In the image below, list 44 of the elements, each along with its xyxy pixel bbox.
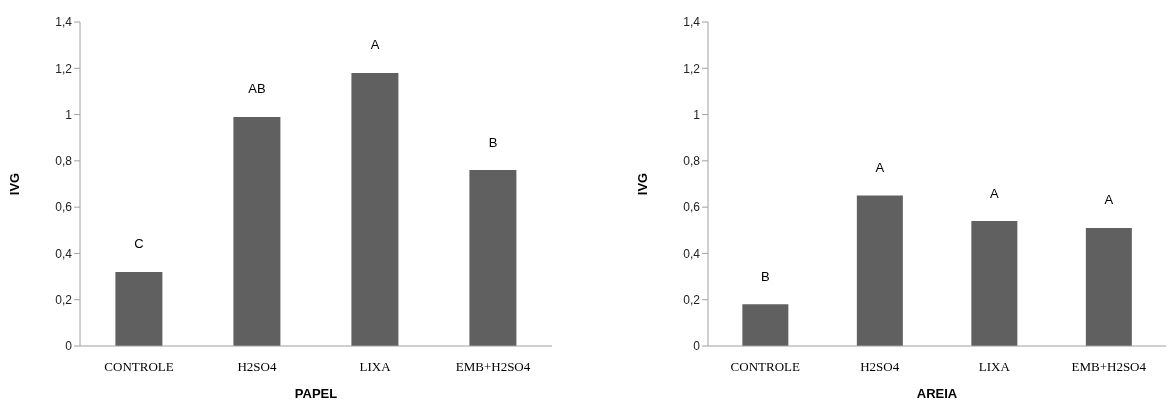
y-tick-label: 0 <box>693 339 701 354</box>
y-axis-title: IVG <box>634 172 650 196</box>
x-tick-label: LIXA <box>359 359 392 375</box>
annotation: A <box>875 160 885 176</box>
bar <box>1085 227 1132 346</box>
bar <box>351 72 399 346</box>
y-tick-label: 0,2 <box>683 292 701 307</box>
y-tick-label: 0,2 <box>55 292 73 307</box>
y-tick-label: 1,4 <box>55 15 73 30</box>
y-tick-label: 1,2 <box>55 61 73 76</box>
y-tick-label: 0 <box>65 339 73 354</box>
y-tick-label: 0,6 <box>683 200 701 215</box>
y-tick-label: 0,8 <box>683 154 701 169</box>
bar <box>233 116 281 346</box>
x-tick-label: EMB+H2SO4 <box>1071 359 1147 375</box>
y-tick-label: 1 <box>693 107 701 122</box>
x-tick-label: H2SO4 <box>860 359 900 375</box>
y-tick-label: 0,4 <box>55 246 73 261</box>
bar <box>115 271 163 346</box>
bar <box>856 195 903 346</box>
x-axis-title: PAPEL <box>294 386 338 401</box>
y-tick-label: 0,4 <box>683 246 701 261</box>
x-tick-label: H2SO4 <box>237 359 277 375</box>
x-tick-label: CONTROLE <box>104 359 174 375</box>
bar <box>971 221 1018 346</box>
x-axis-title: AREIA <box>916 386 958 401</box>
bar <box>742 304 789 346</box>
annotation: A <box>1104 192 1114 208</box>
y-axis-title: IVG <box>6 172 22 196</box>
y-tick-label: 1,4 <box>683 15 701 30</box>
annotation: C <box>134 236 144 252</box>
x-tick-label: CONTROLE <box>730 359 800 375</box>
x-tick-label: EMB+H2SO4 <box>455 359 531 375</box>
y-tick-label: 1 <box>65 107 73 122</box>
y-tick-label: 0,6 <box>55 200 73 215</box>
annotation: A <box>370 37 380 53</box>
bar <box>469 170 517 346</box>
annotation: AB <box>248 81 266 97</box>
annotation: A <box>989 185 999 201</box>
y-tick-label: 1,2 <box>683 61 701 76</box>
y-tick-label: 0,8 <box>55 154 73 169</box>
annotation: B <box>488 134 498 150</box>
annotation: B <box>760 268 770 284</box>
x-tick-label: LIXA <box>978 359 1011 375</box>
